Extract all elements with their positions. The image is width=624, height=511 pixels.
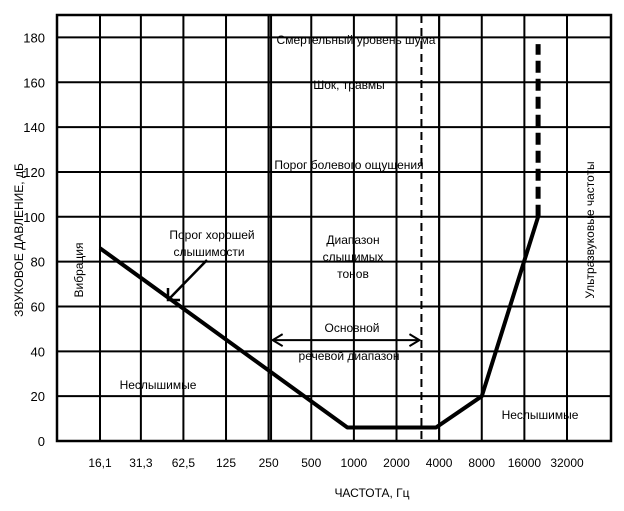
annotation-good-hearing-line2: слышимости [173,245,244,259]
y-tick-label: 120 [23,165,45,180]
x-tick-labels: 16,1 31,3 62,5 125 250 500 1000 2000 4000 8000 160… [88,456,584,470]
x-axis-label: ЧАСТОТА, Гц [334,486,409,500]
x-tick-label: 125 [216,456,236,470]
pointer-arrow-head [166,288,180,302]
annotation-range-line2: слышимых [323,250,384,264]
y-tick-label: 160 [23,75,45,90]
x-tick-label: 62,5 [172,456,196,470]
annotations: Смертельный уровень шума Шок, травмы Пор… [72,33,597,422]
x-tick-label: 16000 [508,456,542,470]
x-tick-label: 2000 [383,456,410,470]
annotation-range-line3: тонов [337,267,369,281]
series-layer [98,44,541,430]
x-tick-label: 1000 [341,456,368,470]
x-tick-label: 8000 [468,456,495,470]
annotation-ultrasound: Ультразвуковые частоты [583,161,597,298]
annotation-death-level: Смертельный уровень шума [277,33,436,47]
x-tick-label: 250 [259,456,279,470]
x-tick-label: 31,3 [129,456,153,470]
plot-frame [55,13,613,443]
speech-arrow-right-head [408,333,422,347]
y-axis-label: ЗВУКОВОЕ ДАВЛЕНИЕ, дБ [12,163,26,317]
speech-range-arrow [270,333,422,347]
pointer-arrow-shaft [169,259,208,299]
x-tick-label: 4000 [426,456,453,470]
x-tick-label: 16,1 [88,456,112,470]
plot-border [55,13,613,443]
annotation-speech-line1: Основной [324,321,379,335]
annotation-pain-threshold: Порог болевого ощущения [274,158,423,172]
annotation-vibration: Вибрация [72,242,86,297]
y-tick-label: 140 [23,120,45,135]
threshold-pointer-arrow [166,259,208,302]
x-tick-label: 500 [301,456,321,470]
annotation-inaudible-right: Неслышимые [502,408,579,422]
y-tick-label: 0 [38,434,45,449]
y-tick-label: 20 [31,389,45,404]
annotation-shock: Шок, травмы [313,78,385,92]
annotation-good-hearing-line1: Порог хорошей [169,228,254,242]
annotation-range-line1: Диапазон [326,233,379,247]
y-tick-label: 80 [31,255,45,270]
annotation-inaudible-left: Неслышимые [120,378,197,392]
annotation-speech-line2: речевой диапазон [299,349,400,363]
x-tick-label: 32000 [550,456,584,470]
y-tick-label: 40 [31,344,45,359]
y-tick-label: 180 [23,30,45,45]
y-tick-labels: 0 20 40 60 80 100 120 140 160 180 [23,30,45,449]
y-tick-label: 60 [31,299,45,314]
speech-arrow-left-head [270,333,284,347]
y-tick-label: 100 [23,210,45,225]
series-line [98,216,541,430]
